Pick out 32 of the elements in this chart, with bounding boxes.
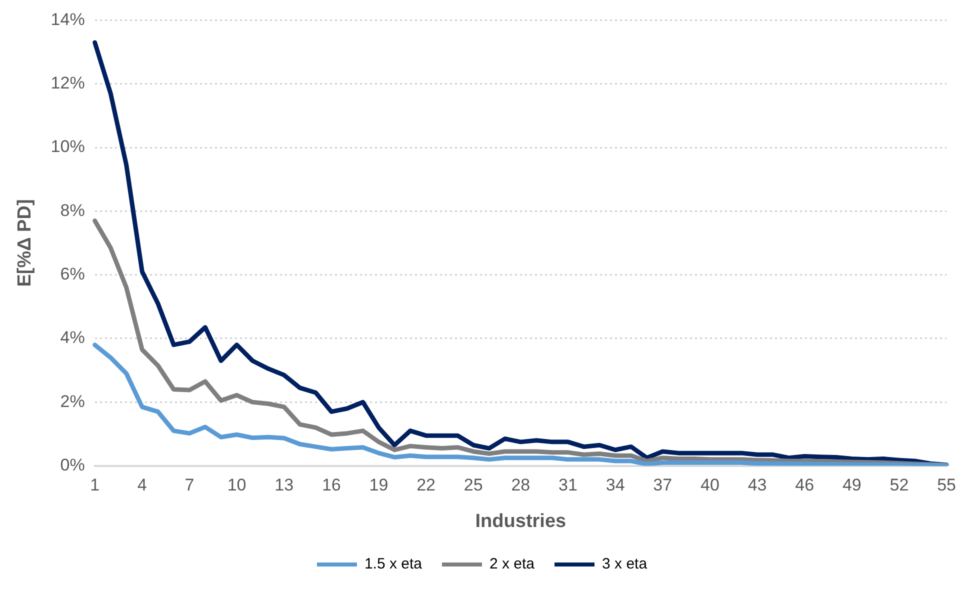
x-tick-label: 49 bbox=[842, 476, 862, 495]
y-tick-label: 6% bbox=[60, 264, 85, 284]
y-tick-label: 10% bbox=[50, 137, 85, 156]
x-tick-label: 7 bbox=[184, 476, 194, 495]
x-tick-label: 40 bbox=[700, 476, 720, 495]
y-tick-label: 8% bbox=[60, 200, 85, 220]
x-tick-label: 34 bbox=[606, 476, 625, 495]
x-tick-label: 52 bbox=[890, 476, 909, 495]
y-tick-label: 12% bbox=[50, 74, 85, 93]
x-tick-label: 31 bbox=[558, 476, 578, 495]
x-axis-title: Industries bbox=[475, 510, 566, 532]
legend-label: 2 x eta bbox=[489, 556, 536, 573]
x-tick-label: 19 bbox=[369, 476, 388, 495]
x-tick-label: 25 bbox=[464, 476, 483, 495]
x-tick-label: 16 bbox=[322, 476, 341, 495]
x-tick-label: 4 bbox=[137, 476, 147, 495]
y-tick-label: 4% bbox=[60, 328, 85, 348]
y-tick-label: 0% bbox=[60, 455, 85, 474]
x-tick-label: 10 bbox=[227, 476, 246, 495]
legend-label: 1.5 x eta bbox=[364, 556, 423, 573]
x-tick-label: 22 bbox=[416, 476, 436, 495]
x-tick-label: 28 bbox=[511, 476, 530, 495]
x-tick-label: 37 bbox=[653, 476, 672, 495]
legend-label: 3 x eta bbox=[602, 556, 648, 573]
y-axis-title: E[%Δ PD] bbox=[14, 199, 36, 287]
x-tick-label: 55 bbox=[937, 476, 956, 495]
x-tick-label: 13 bbox=[274, 476, 294, 495]
x-tick-label: 1 bbox=[90, 476, 100, 495]
x-tick-label: 46 bbox=[795, 476, 814, 495]
y-tick-label: 2% bbox=[60, 392, 85, 411]
y-tick-label: 14% bbox=[50, 10, 85, 29]
x-tick-label: 43 bbox=[748, 476, 767, 495]
